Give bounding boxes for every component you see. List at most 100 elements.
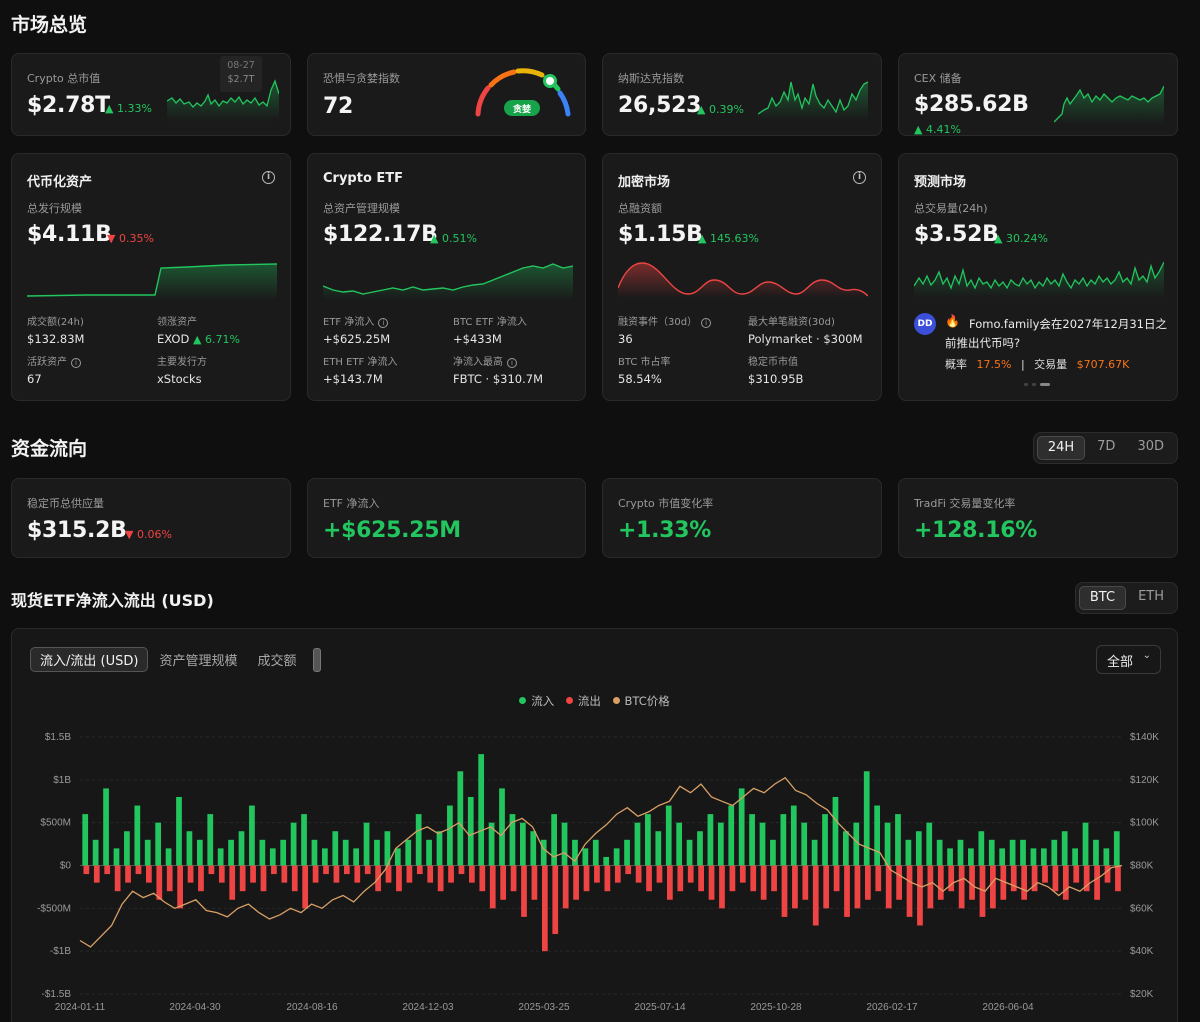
tab-aum[interactable]: 资产管理规模 [159,654,238,669]
crypto-etf-card[interactable]: Crypto ETF 总资产管理规模 $122.17B ▲ 0.51% ETF … [307,153,586,401]
y-left-tick-label: $1.5B [45,732,71,743]
crypto-market-card[interactable]: 加密市场 i 总融资额 $1.15B ▲ 145.63% 融资事件（30d） i … [602,153,882,401]
outflow-bar [990,865,996,909]
fund-card-label: 稳定币总供应量 [27,497,104,510]
inflow-bar [676,822,683,866]
etf-flow-title: 现货ETF净流入流出 (USD) [11,591,214,610]
legend-inflow: 流入 [519,694,554,708]
inflow-bar [905,839,912,866]
inflow-bar [290,822,297,866]
outflow-bar [1000,865,1007,900]
cex-reserve-card[interactable]: CEX 储备 $285.62B ▲ 4.41% [898,53,1178,136]
market-cap-sparkline [167,79,279,121]
etf-inflow-card[interactable]: ETF 净流入 +$625.25M [307,478,586,558]
inflow-bar [603,856,610,866]
tokenized-assets-card[interactable]: 代币化资产 i 总发行规模 $4.11B ▼ 0.35% 成交额(24h) $1… [11,153,291,401]
outflow-bar [1083,865,1090,892]
outflow-bar [781,865,788,917]
tab-scrollbar[interactable] [313,647,322,672]
y-right-tick-label: $140K [1130,732,1159,743]
market-cap-card[interactable]: Crypto 总市值 $2.78T ▲ 1.33% 08-27 $2.7T [11,53,291,136]
tradfi-volume-card[interactable]: TradFi 交易量变化率 +128.16% [898,478,1178,558]
inflow-bar [103,788,109,866]
inflow-bar [405,839,412,866]
inflow-bar [1051,839,1058,866]
inflow-bar [124,831,130,866]
cex-reserve-change: ▲ 4.41% [914,123,961,136]
inflow-bar [551,814,557,866]
fear-greed-card[interactable]: 恐惧与贪婪指数 72 贪婪 [307,53,586,136]
outflow-bar [1062,865,1069,900]
inflow-bar [686,839,693,866]
inflow-bar [113,848,120,866]
prediction-value: $3.52B [914,222,999,247]
fund-flow-title: 资金流向 [11,438,88,460]
outflow-bar [844,865,850,917]
inflow-bar [790,805,797,866]
outflow-bar [354,865,361,883]
inflow-bar [613,848,620,866]
outflow-bar [1104,865,1111,883]
outflow-bar [917,865,923,926]
fear-greed-gauge [475,68,571,117]
btc-price-line [79,776,1123,948]
inflow-bar [863,771,870,866]
prediction-question[interactable]: Fomo.family会在2027年12月31日之前推出代币吗? [945,317,1167,350]
outflow-bar [625,865,632,875]
tab-flow[interactable]: 流入/流出 (USD) [30,647,149,672]
x-tick-label: 2026-06-04 [982,1002,1034,1013]
outflow-bar [875,865,882,892]
crypto-cap-change-card[interactable]: Crypto 市值变化率 +1.33% [602,478,882,558]
info-icon: i [507,358,517,368]
outflow-bar [531,865,538,900]
outflow-bar [208,865,215,875]
stablecoin-supply-card[interactable]: 稳定币总供应量 $315.2B ▼ 0.06% [11,478,291,558]
info-icon[interactable]: i [262,171,275,184]
inflow-bar [82,814,89,866]
asset-toggle[interactable]: BTC ETH [1074,582,1178,614]
inflow-bar [280,839,287,866]
inflow-bar [895,814,901,866]
inflow-bar [353,848,359,866]
outflow-bar [562,865,569,909]
inflow-bar [207,814,214,866]
inflow-bar [238,831,245,866]
outflow-bar [792,865,798,909]
stat-value: xStocks [157,372,202,386]
y-left-tick-label: $0 [60,861,72,872]
outflow-bar [1021,865,1028,900]
inflow-bar [999,848,1006,866]
etf-title: Crypto ETF [323,171,404,186]
asset-eth-button[interactable]: ETH [1138,589,1164,604]
chevron-down-icon: ⌄ [1142,650,1151,661]
chart-tabs[interactable]: 流入/流出 (USD) 资产管理规模 成交额 [28,645,323,674]
outflow-bar [333,865,340,883]
filter-dropdown[interactable]: 全部 ⌄ [1096,645,1161,674]
outflow-bar [312,865,319,883]
outflow-bar [187,865,194,883]
time-range-toggle[interactable]: 24H 7D 30D [1032,432,1178,464]
range-7d-button[interactable]: 7D [1097,439,1116,454]
range-24h-button[interactable]: 24H [1036,436,1086,460]
nasdaq-card[interactable]: 纳斯达克指数 26,523 ▲ 0.39% [602,53,882,136]
tab-volume[interactable]: 成交额 [257,654,297,669]
crypto-market-title: 加密市场 [618,175,671,190]
inflow-bar [301,814,307,866]
outflow-bar [541,865,548,952]
inflow-bar [467,796,474,866]
nasdaq-change: ▲ 0.39% [697,103,744,116]
outflow-bar [510,865,517,892]
fund-card-label: TradFi 交易量变化率 [914,497,1016,510]
info-icon[interactable]: i [853,171,866,184]
inflow-bar [478,754,485,866]
asset-btc-button[interactable]: BTC [1078,586,1127,610]
carousel-dots[interactable] [1024,383,1050,386]
outflow-bar [739,865,746,883]
prediction-market-card[interactable]: 预测市场 总交易量(24h) $3.52B ▲ 30.24% DD 🔥 Fomo… [898,153,1178,401]
inflow-bar [582,848,589,866]
range-30d-button[interactable]: 30D [1137,439,1164,454]
stat-value: 67 [27,372,42,386]
outflow-bar [323,865,329,875]
inflow-bar [540,839,547,866]
stat-label: 融资事件（30d） i [618,313,712,328]
